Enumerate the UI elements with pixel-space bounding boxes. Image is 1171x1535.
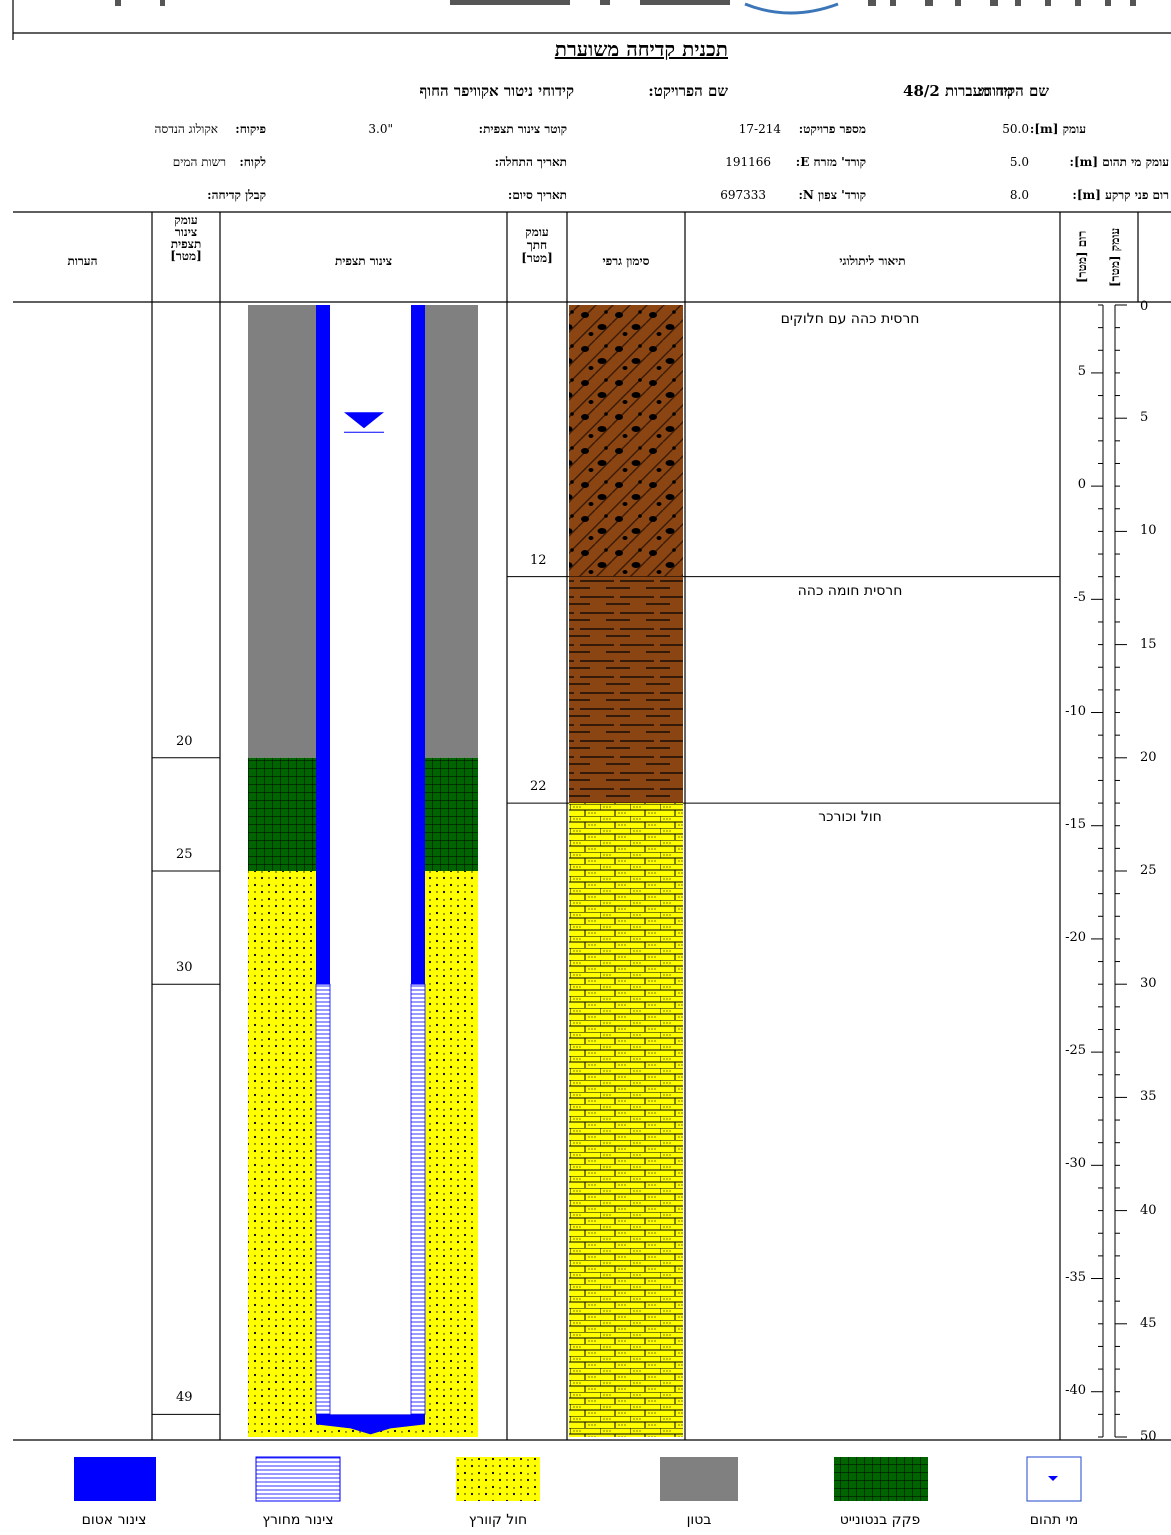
screen-left	[315, 983, 331, 1415]
elevation-axis-label: 5	[1077, 363, 1086, 379]
well-construction	[152, 305, 478, 1437]
legend	[74, 1456, 1082, 1502]
blank-casing-left	[316, 305, 330, 985]
depth-axis-label: 40	[1140, 1202, 1157, 1218]
coord-n-label: קורד' צפון N:	[798, 188, 866, 202]
col-notes-header: הערות	[67, 254, 98, 268]
casing-diam-label: קוטר צינור תצפית:	[478, 122, 567, 136]
legend-screen-label: צינור מחורץ	[262, 1512, 334, 1528]
legend-gravel-pack-swatch	[456, 1457, 540, 1501]
project-name-label: שם הפרויקט:	[648, 82, 728, 100]
water-level-icon	[344, 412, 384, 429]
legend-concrete-label: בטון	[686, 1512, 712, 1528]
supervision-label: פיקוח:	[235, 122, 266, 136]
elevation-axis-label: -35	[1065, 1269, 1086, 1285]
depth-axis-label: 30	[1140, 976, 1157, 992]
ground-elev-value: 8.0	[1009, 188, 1029, 202]
depth-axis-label: 0	[1140, 299, 1149, 314]
col-lithology-header: תיאור ליתולוגי	[839, 254, 906, 268]
legend-concrete-swatch	[660, 1457, 738, 1501]
casing-depth-label-4: 49	[176, 1390, 193, 1406]
table-frame	[13, 211, 1171, 1441]
legend-gravel-pack-label: חול קוורץ	[468, 1512, 528, 1528]
col-casing-depth-header: עומק צינור תצפית [מטר]	[170, 213, 202, 263]
lithology-description-2: חרסית חומה כהה	[797, 582, 903, 599]
lithology-layer-3	[569, 803, 683, 1437]
elevation-axis-label: -30	[1065, 1156, 1086, 1172]
project-name-value: קידוחי ניטור אקוויפר החוף	[419, 82, 574, 100]
lithology-layer-1	[569, 305, 683, 577]
elevation-axis-label: -10	[1065, 703, 1086, 719]
borehole-name-value: מח מעברות 48/2	[903, 82, 1013, 100]
depth-axis-label: 10	[1140, 523, 1157, 539]
depth-axis-label: 35	[1140, 1089, 1157, 1105]
casing-depth-label-3: 30	[176, 960, 193, 976]
depth-axis-label: 50	[1140, 1429, 1157, 1444]
col-section-depth-header: עומק חתך [מטר]	[521, 225, 553, 265]
coord-e-label: קורד' מזרח E:	[795, 155, 866, 169]
top-logo-strip	[12, 0, 1171, 40]
depth-elevation-axes	[1091, 304, 1127, 1438]
elevation-axis-label: -5	[1073, 590, 1086, 606]
depth-axis-label: 5	[1140, 410, 1149, 426]
elevation-axis-label: -25	[1065, 1043, 1086, 1059]
supervision-value: אקולוג הנדסה	[154, 122, 218, 136]
lithology-layers	[507, 305, 1060, 1437]
screen-right	[410, 983, 426, 1415]
company-logo-arc-icon	[744, 2, 839, 15]
elevation-axis-label: -20	[1065, 929, 1086, 945]
section-depth-label-2: 22	[530, 779, 547, 795]
legend-screen-swatch	[255, 1456, 341, 1502]
water-depth-value: 5.0	[1009, 155, 1029, 169]
casing-bottom-cap	[316, 1414, 425, 1435]
contractor-label: קבלן קדיחה:	[207, 188, 266, 202]
depth-axis-label: 25	[1140, 863, 1157, 878]
casing-depth-label-2: 25	[176, 847, 193, 862]
legend-blank-casing-swatch	[74, 1457, 156, 1501]
casing-diam-value: 3.0"	[368, 122, 393, 136]
elevation-axis-label: -15	[1065, 816, 1086, 832]
depth-axis-label: 45	[1140, 1315, 1157, 1331]
coord-n-value: 697333	[720, 188, 766, 202]
depth-value: 50.0	[1002, 122, 1029, 136]
lithology-description-3: חול וכורכר	[818, 809, 882, 826]
client-value: רשות המים	[172, 155, 226, 169]
client-label: לקוח:	[239, 155, 266, 169]
lithology-description-1: חרסית כהה עם חלוקים	[780, 311, 920, 327]
water-depth-label: עומק מי תהום [m]:	[1069, 155, 1169, 169]
casing-interior	[330, 305, 411, 1415]
start-date-label: תאריך התחלה:	[494, 155, 567, 169]
ground-elev-label: רום פני קרקע [m]:	[1072, 188, 1169, 202]
project-no-label: מספר פרויקט:	[798, 122, 866, 136]
elevation-axis-label: 0	[1077, 477, 1086, 493]
col-casing-header: צינור תצפית	[334, 254, 393, 268]
legend-blank-casing-label: צינור אטום	[81, 1512, 147, 1528]
borehole-name-label: שם הקידוח:	[977, 82, 1049, 100]
legend-groundwater-label: מי תהום	[1029, 1512, 1079, 1528]
depth-axis-label: 15	[1140, 636, 1157, 652]
coord-e-value: 191166	[725, 155, 771, 169]
legend-bentonite-swatch	[834, 1457, 928, 1501]
blank-casing-right	[411, 305, 425, 985]
page-title: תכנית קדיחה משוערת	[554, 37, 728, 61]
water-level-icon	[1048, 1476, 1058, 1481]
lithology-layer-2	[569, 576, 683, 804]
col-graphic-header: סימון גרפי	[602, 254, 650, 268]
depth-label: עומק [m]:	[1029, 122, 1086, 136]
end-date-label: תאריך סיום:	[507, 188, 567, 202]
casing-depth-label-1: 20	[176, 733, 193, 749]
section-depth-label-1: 12	[530, 552, 547, 568]
depth-axis-label: 20	[1140, 749, 1157, 765]
project-no-value: 17-214	[738, 122, 781, 136]
legend-bentonite-label: פקק בנטונייט	[839, 1512, 921, 1528]
elevation-axis-label: -40	[1065, 1382, 1086, 1398]
